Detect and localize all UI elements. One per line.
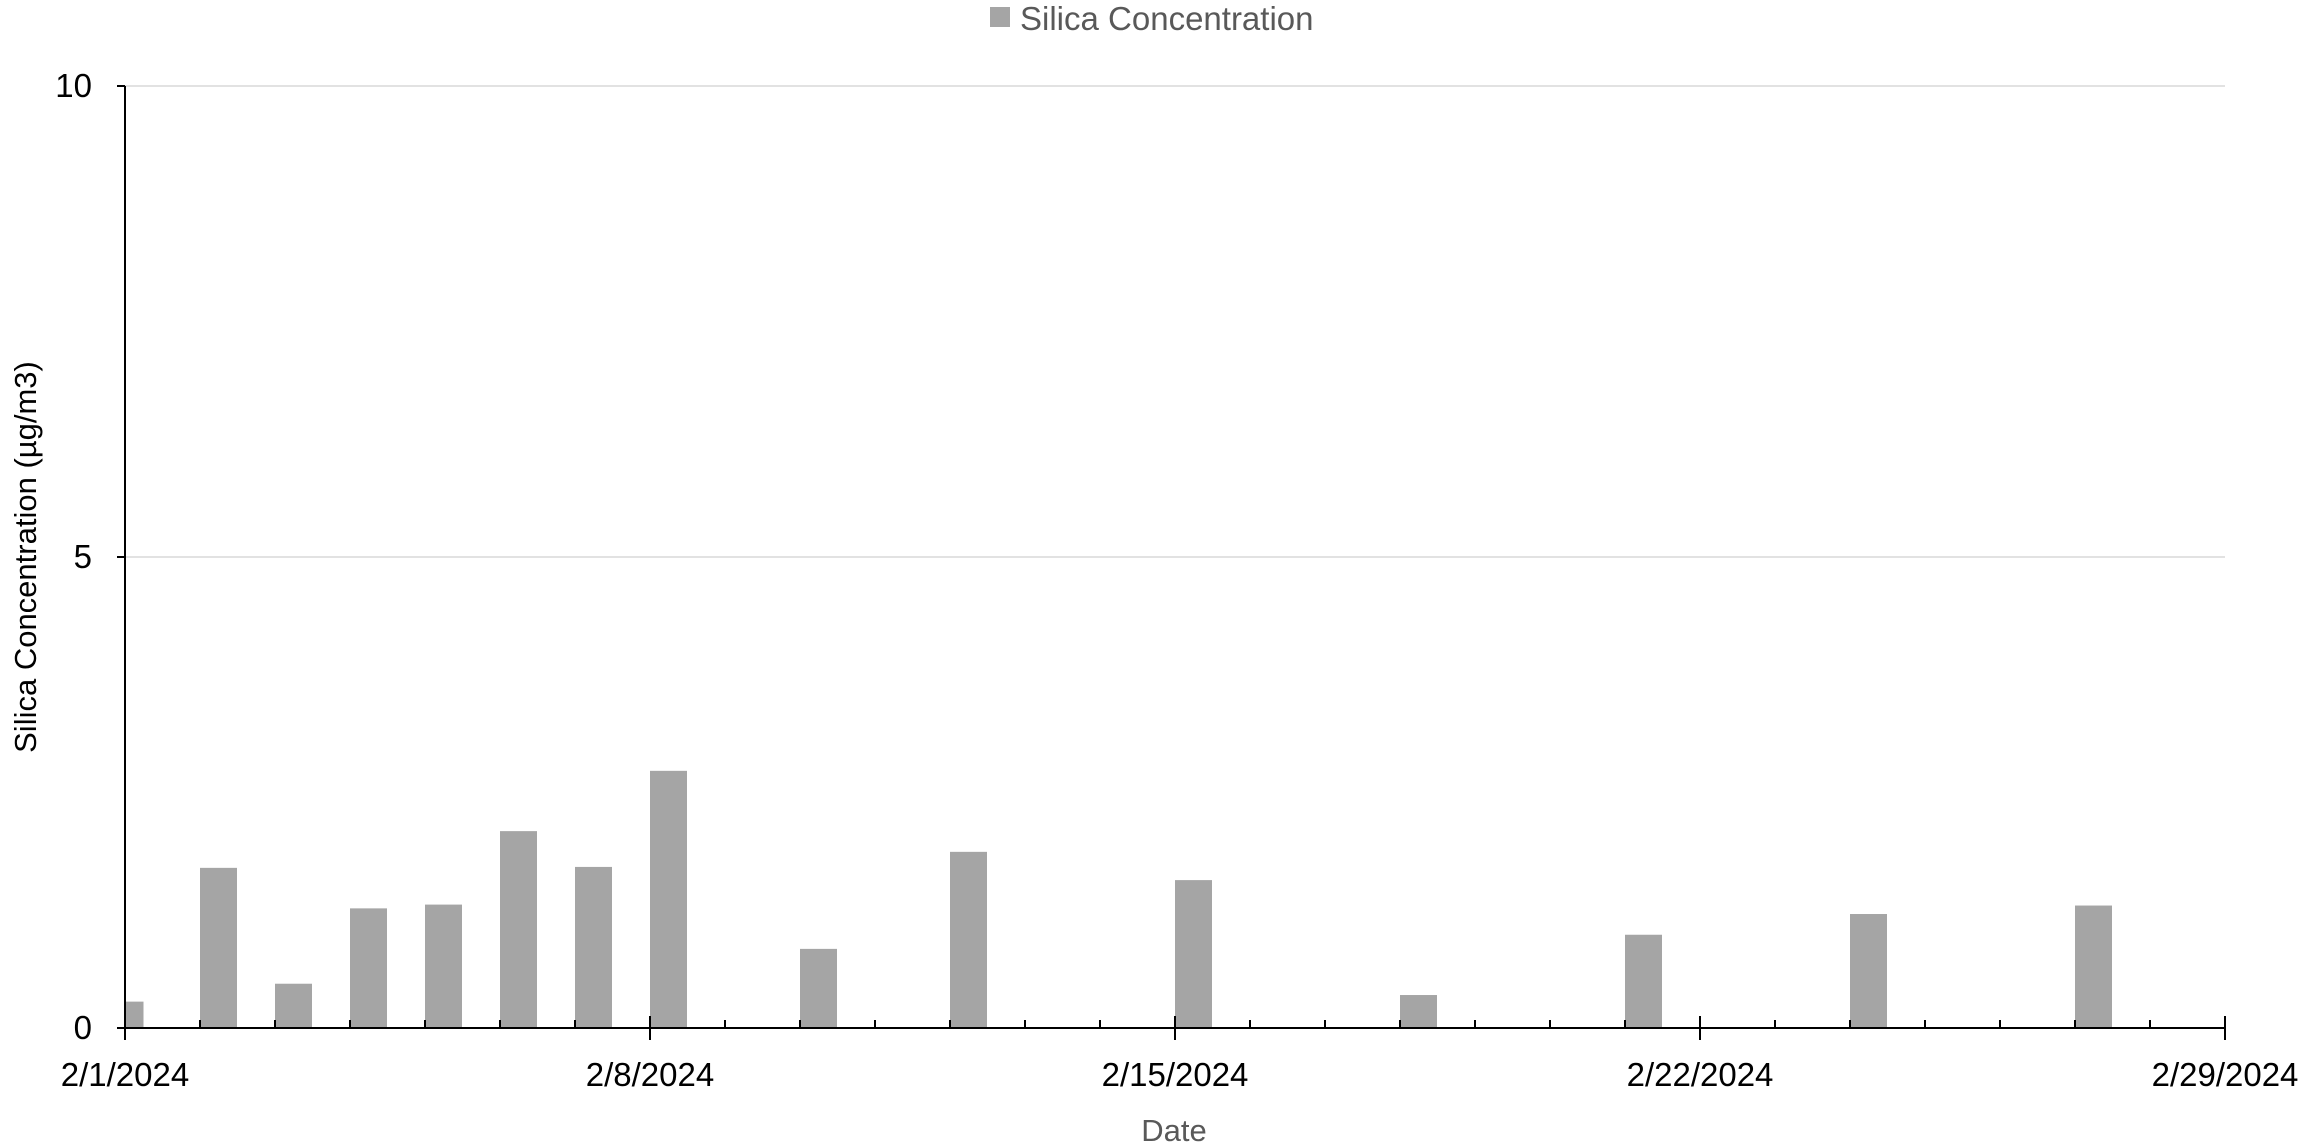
bar bbox=[2075, 905, 2112, 1028]
bar bbox=[1400, 995, 1437, 1028]
y-tick-label: 0 bbox=[74, 1009, 92, 1046]
x-tick-label: 2/22/2024 bbox=[1627, 1056, 1774, 1093]
x-tick-label: 2/15/2024 bbox=[1102, 1056, 1249, 1093]
bar bbox=[800, 948, 837, 1028]
tick-labels: 0 5 10 2/1/2024 2/8/2024 2/15/2024 2/22/2024 2/… bbox=[55, 67, 2298, 1093]
bar bbox=[1175, 880, 1212, 1028]
x-tick-label: 2/29/2024 bbox=[2152, 1056, 2299, 1093]
y-tick-label: 5 bbox=[74, 538, 92, 575]
gridlines bbox=[125, 85, 2225, 558]
x-axis-title: Date bbox=[1141, 1113, 1206, 1145]
bar bbox=[125, 1001, 144, 1028]
bar bbox=[950, 851, 987, 1028]
bar bbox=[575, 866, 612, 1028]
y-axis-title: Silica Concentration (µg/m3) bbox=[8, 361, 43, 753]
x-tick-label: 2/1/2024 bbox=[61, 1056, 189, 1093]
axes bbox=[117, 85, 2226, 1040]
bar bbox=[650, 770, 687, 1028]
bar bbox=[1850, 914, 1887, 1028]
bar bbox=[350, 908, 387, 1028]
y-tick-label: 10 bbox=[55, 67, 92, 104]
bar bbox=[500, 831, 537, 1028]
x-tick-label: 2/8/2024 bbox=[586, 1056, 714, 1093]
legend-swatch bbox=[990, 7, 1010, 27]
legend-label: Silica Concentration bbox=[1020, 0, 1314, 37]
bar bbox=[1625, 934, 1662, 1028]
legend: Silica Concentration bbox=[990, 0, 1314, 37]
bar bbox=[200, 867, 237, 1028]
bar bbox=[275, 983, 312, 1028]
bar bbox=[425, 904, 462, 1028]
bars bbox=[125, 770, 2112, 1028]
